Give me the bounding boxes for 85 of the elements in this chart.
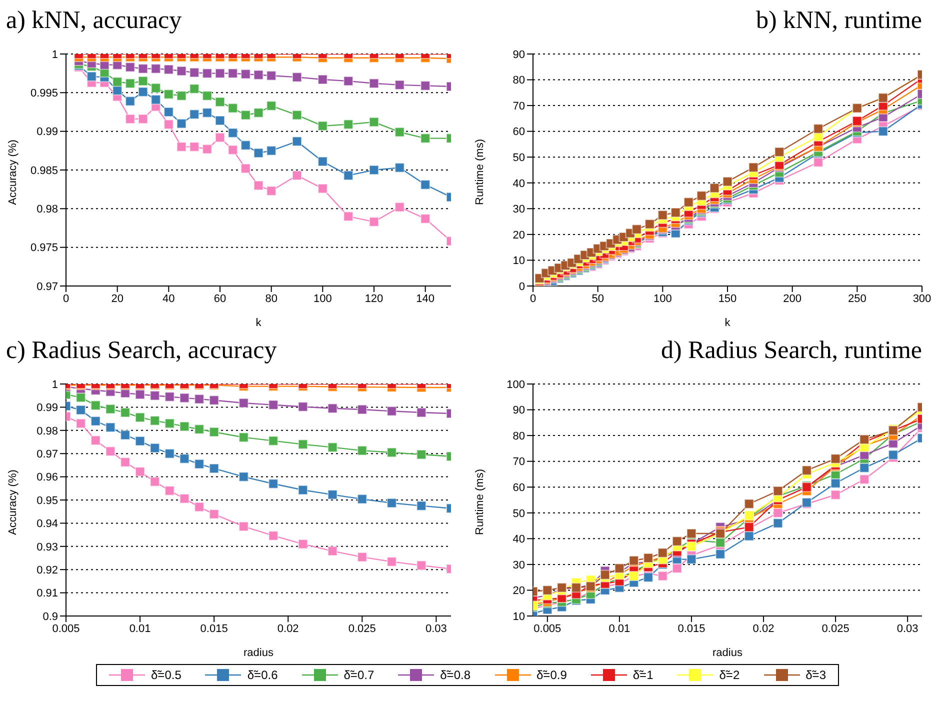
- legend-label: δ̃=3: [806, 668, 826, 682]
- x-tick-label: 0.03: [896, 622, 918, 635]
- y-tick-label: 0.93: [36, 541, 58, 554]
- y-tick-label: 50: [512, 508, 525, 520]
- y-tick-label: 0.98: [36, 204, 58, 216]
- x-tick-label: 120: [364, 292, 384, 305]
- y-tick-label: 70: [512, 100, 525, 112]
- x-tick-label: 140: [416, 292, 435, 305]
- legend-label: δ̃=0.7: [344, 668, 374, 682]
- legend-label: δ̃=0.8: [440, 668, 470, 682]
- x-tick-label: 0: [62, 292, 70, 305]
- y-tick-label: 100: [506, 378, 525, 391]
- y-tick-label: 40: [512, 534, 525, 546]
- y-tick-label: 0.97: [36, 448, 58, 461]
- x-tick-label: 300: [912, 292, 932, 305]
- x-axis-title: radius: [712, 647, 743, 659]
- y-axis-title: Runtime (ms): [474, 468, 486, 535]
- x-tick-label: 0.02: [277, 622, 299, 635]
- x-axis-title: k: [256, 317, 262, 329]
- x-tick-label: 0.015: [678, 622, 706, 635]
- y-tick-label: 1: [52, 48, 58, 61]
- y-tick-label: 70: [512, 456, 525, 468]
- y-tick-label: 10: [512, 610, 525, 623]
- y-tick-label: 30: [512, 559, 525, 572]
- y-tick-label: 20: [512, 585, 525, 598]
- x-tick-label: 80: [265, 292, 278, 305]
- y-axis-title: Accuracy (%): [6, 140, 19, 205]
- y-tick-label: 90: [512, 48, 525, 61]
- chart-title: b) kNN, runtime: [755, 6, 923, 36]
- legend-label: δ̃=0.9: [536, 668, 567, 682]
- x-tick-label: 20: [111, 292, 124, 305]
- y-tick-label: 90: [512, 404, 525, 417]
- y-tick-label: 20: [512, 229, 525, 242]
- y-tick-label: 0.94: [36, 518, 58, 530]
- x-tick-label: 0.025: [348, 622, 376, 635]
- chart-title: c) Radius Search, accuracy: [5, 336, 278, 366]
- x-tick-label: 0: [530, 292, 536, 305]
- x-tick-label: 60: [214, 292, 226, 305]
- x-tick-label: 150: [718, 292, 737, 305]
- legend-label: δ̃=0.6: [247, 668, 278, 682]
- y-tick-label: 30: [512, 204, 525, 216]
- y-tick-label: 40: [512, 178, 525, 190]
- y-tick-label: 50: [512, 152, 525, 164]
- y-tick-label: 0.98: [36, 425, 58, 438]
- legend-label: δ̃=1: [632, 668, 654, 682]
- x-tick-label: 40: [162, 292, 175, 305]
- x-tick-label: 0.01: [129, 622, 151, 635]
- y-tick-label: 0.99: [36, 402, 58, 414]
- chart-title: d) Radius Search, runtime: [660, 336, 923, 366]
- x-tick-label: 50: [592, 292, 604, 305]
- x-tick-label: 0.03: [425, 622, 447, 635]
- x-tick-label: 200: [783, 292, 802, 305]
- x-tick-label: 0.005: [52, 622, 80, 635]
- x-tick-label: 100: [313, 292, 332, 305]
- x-tick-label: 0.005: [534, 622, 562, 635]
- legend-label: δ̃=2: [719, 668, 740, 682]
- chart-title: a) kNN, accuracy: [5, 6, 183, 36]
- y-tick-label: 0.9: [42, 610, 58, 623]
- y-tick-label: 1: [52, 378, 58, 391]
- y-tick-label: 60: [512, 126, 525, 138]
- y-tick-label: 0.975: [30, 242, 58, 254]
- y-tick-label: 0.995: [30, 88, 58, 100]
- y-tick-label: 0: [518, 280, 525, 293]
- y-tick-label: 0.99: [36, 126, 58, 138]
- x-tick-label: 250: [848, 292, 866, 305]
- y-tick-label: 80: [512, 74, 525, 87]
- x-axis-title: radius: [244, 647, 274, 659]
- y-axis-title: Accuracy (%): [6, 470, 19, 535]
- y-tick-label: 10: [512, 255, 525, 268]
- x-tick-label: 0.02: [752, 622, 774, 635]
- x-tick-label: 0.015: [200, 622, 228, 635]
- y-tick-label: 0.92: [36, 564, 58, 577]
- y-tick-label: 0.95: [36, 494, 58, 507]
- y-tick-label: 0.97: [36, 280, 58, 293]
- legend-label: δ̃=0.5: [151, 668, 182, 682]
- y-tick-label: 0.96: [36, 472, 58, 484]
- y-tick-label: 0.985: [30, 164, 58, 177]
- x-tick-label: 0.025: [822, 622, 850, 635]
- y-tick-label: 60: [512, 482, 525, 494]
- y-axis-title: Runtime (ms): [474, 138, 486, 205]
- y-tick-label: 80: [512, 430, 525, 442]
- x-tick-label: 100: [653, 292, 672, 305]
- x-tick-label: 0.01: [608, 622, 630, 635]
- x-axis-title: k: [724, 317, 731, 329]
- y-tick-label: 0.91: [36, 588, 58, 600]
